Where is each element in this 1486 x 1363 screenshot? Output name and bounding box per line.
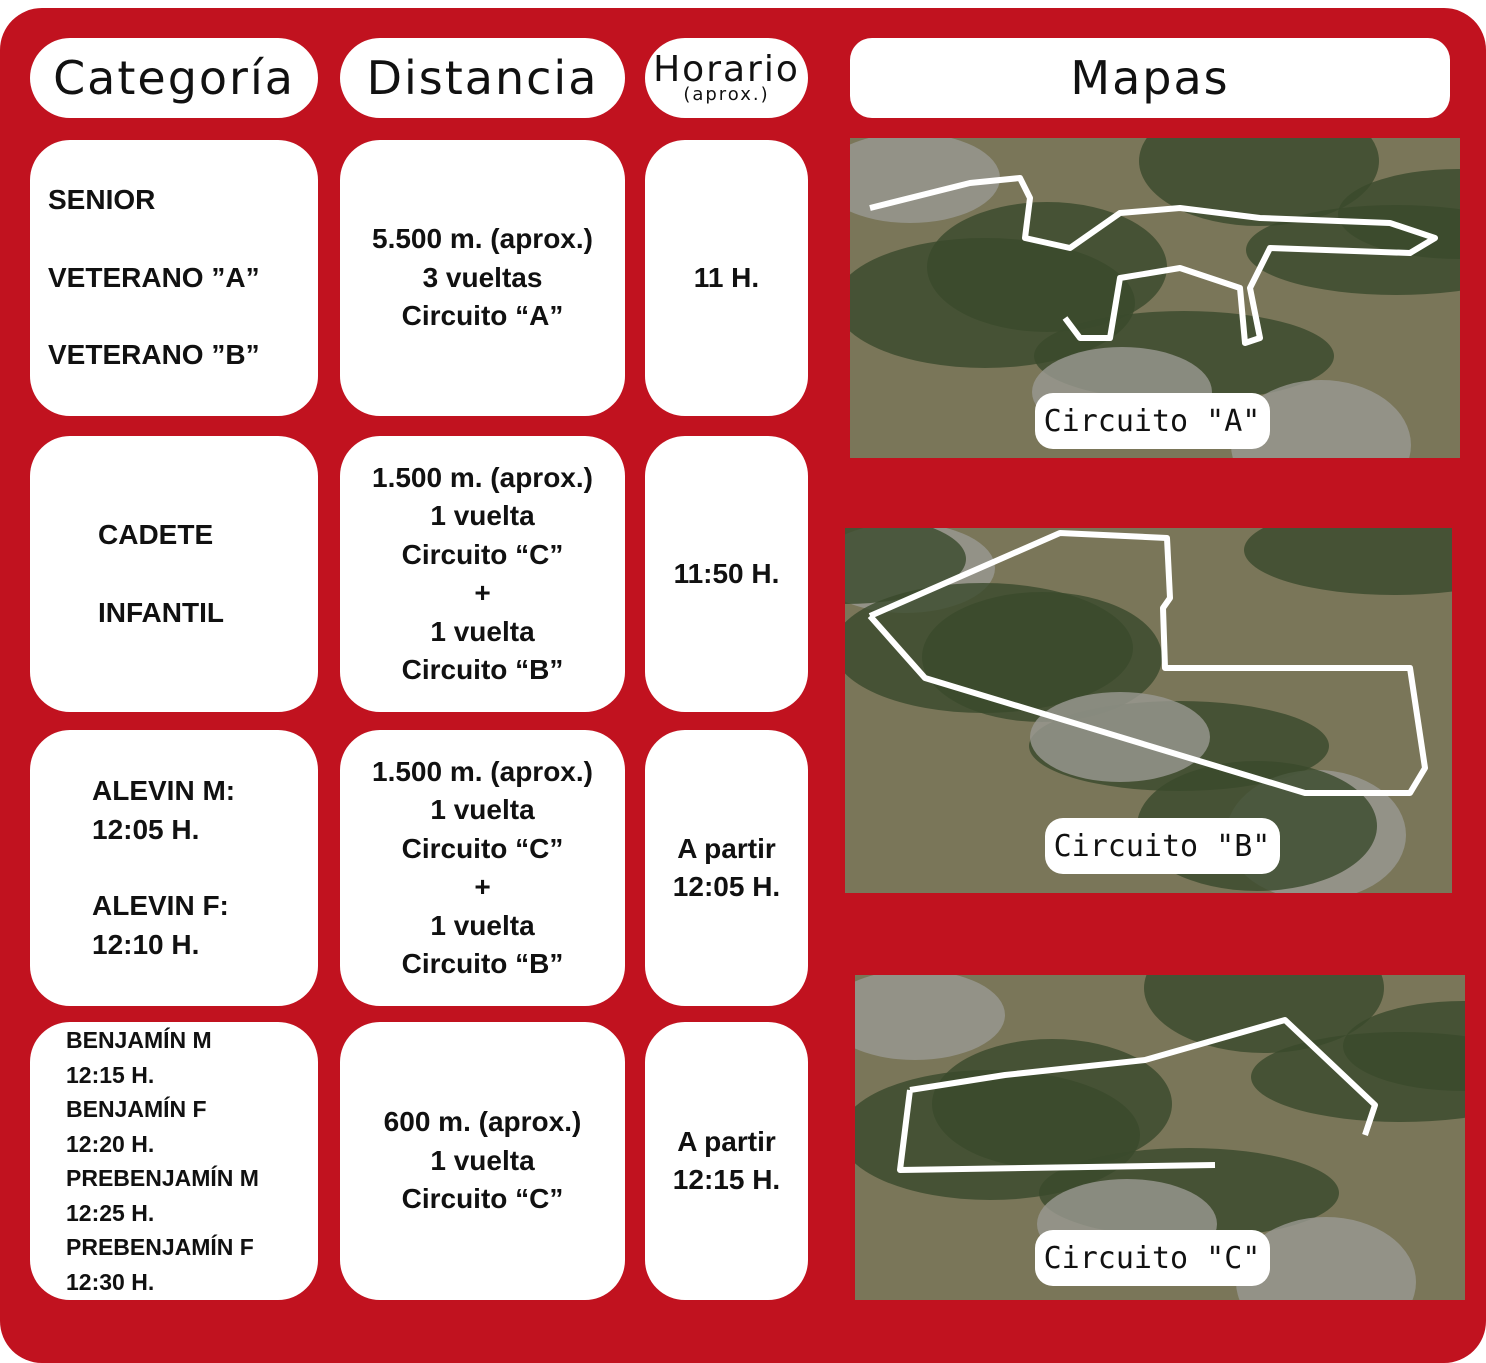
map: Circuito "C" [855,975,1465,1300]
map-label-box [1035,393,1270,449]
categoria-cell: SENIOR VETERANO ”A” VETERANO ”B” [30,140,318,416]
distancia-cell: 600 m. (aprox.) 1 vuelta Circuito “C” [340,1022,625,1300]
categoria-group: PREBENJAMÍN M 12:25 H. [66,1161,259,1230]
horario-cell: 11:50 H. [645,436,808,712]
map-trees [1144,975,1384,1053]
distancia-line: 5.500 m. (aprox.) [372,223,593,255]
header-categoria: Categoría [30,38,318,118]
categoria-line: PREBENJAMÍN F [66,1234,254,1260]
horario-cell: 11 H. [645,140,808,416]
distancia-line: Circuito “C” [401,1183,564,1215]
categoria-group: PREBENJAMÍN F 12:30 H. [66,1230,254,1299]
horario-line: A partir [677,1125,776,1157]
categoria-line: ALEVIN F: [92,890,229,921]
categoria-line: VETERANO ”A” [48,261,260,293]
horario-line: 12:15 H. [672,1164,781,1195]
header-text: Mapas [1070,51,1230,105]
categoria-line: 12:20 H. [66,1130,155,1157]
distancia-cell: 5.500 m. (aprox.) 3 vueltas Circuito “A” [340,140,625,416]
header-text: Horario [653,49,800,90]
map-label: Circuito "A" [1044,404,1261,439]
map-route [867,530,1428,796]
map-trees [1231,380,1411,458]
horario-line: 11 H. [693,261,760,293]
distancia-line: 1 vuelta [430,794,535,825]
categoria-line: 12:30 H. [66,1268,155,1295]
distancia-cell: 1.500 m. (aprox.) 1 vuelta Circuito “C” +1 … [340,436,625,712]
categoria-line: PREBENJAMÍN M [66,1165,259,1191]
horario-line: 11:50 H. [673,557,780,589]
distancia-line: 600 m. (aprox.) [383,1106,582,1138]
map-trees [1244,528,1452,595]
categoria-cell: ALEVIN M: 12:05 H. ALEVIN F: 12:10 H. [30,730,318,1006]
categoria-group: BENJAMÍN F 12:20 H. [66,1092,207,1161]
header-distancia: Distancia [340,38,625,118]
categoria-line: 12:25 H. [66,1199,155,1226]
map-trees [850,238,1135,368]
categoria-line: 12:10 H. [92,928,200,960]
categoria-line: ALEVIN M: [92,775,236,806]
distancia-line: Circuito “A” [401,300,564,332]
distancia-line: Circuito “B” [401,654,564,685]
categoria-group: VETERANO ”A” [48,259,260,298]
distancia-line: + [474,871,491,902]
map: Circuito "A" [850,138,1460,458]
map-trees [1236,1217,1416,1300]
categoria-cell: BENJAMÍN M 12:15 H. BENJAMÍN F 12:20 H. PREB… [30,1022,318,1300]
distancia-line: 1.500 m. (aprox.) [372,461,593,493]
horario-line: 12:05 H. [672,871,781,902]
categoria-group: ALEVIN M: 12:05 H. [92,772,235,849]
horario-line: A partir [677,832,776,864]
categoria-group: CADETE [98,516,213,555]
map-route [897,1017,1378,1173]
distancia-line: 1 vuelta [430,615,535,647]
map-label: Circuito "B" [1054,829,1271,864]
categoria-cell: CADETE INFANTIL [30,436,318,712]
map-label: Circuito "C" [1044,1241,1261,1276]
categoria-line: SENIOR [48,184,156,216]
header-text: Distancia [366,51,599,105]
categoria-group: INFANTIL [98,594,224,633]
horario-cell: A partir 12:15 H. [645,1022,808,1300]
distancia-line: Circuito “C” [401,832,564,864]
categoria-line: 12:05 H. [92,813,200,845]
distancia-cell: 1.500 m. (aprox.) 1 vuelta Circuito “C” +1 … [340,730,625,1006]
categoria-group: ALEVIN F: 12:10 H. [92,887,229,964]
horario-cell: A partir 12:05 H. [645,730,808,1006]
header-note: (aprox.) [683,84,770,105]
map: Circuito "B" [845,528,1452,893]
map-label-box [1045,818,1280,874]
distancia-line: Circuito “C” [401,538,564,570]
distancia-line: 1 vuelta [430,909,535,941]
categoria-line: CADETE [98,519,214,550]
map-trees [1139,138,1379,226]
distancia-line: 1 vuelta [430,1144,535,1176]
header-horario: Horario (aprox.) [645,38,808,118]
categoria-line: VETERANO ”B” [48,339,260,371]
categoria-group: VETERANO ”B” [48,336,260,375]
distancia-line: 3 vueltas [422,261,543,293]
distancia-line: 1 vuelta [430,500,535,531]
map-route [869,175,1438,346]
categoria-line: 12:15 H. [66,1061,155,1088]
map-trees [845,583,1133,713]
distancia-line: 1.500 m. (aprox.) [372,755,593,787]
header-text: Categoría [53,51,295,105]
panel: Categoría Distancia Horario (aprox.) Mapa… [0,8,1486,1363]
categoria-line: BENJAMÍN M [66,1027,212,1053]
map-trees [1251,1032,1465,1122]
distancia-line: + [474,577,491,608]
map-trees [855,975,1005,1060]
header-mapas: Mapas [850,38,1450,118]
categoria-group: SENIOR [48,181,155,220]
categoria-line: INFANTIL [98,596,224,628]
categoria-group: BENJAMÍN M 12:15 H. [66,1023,212,1092]
map-label-box [1035,1230,1270,1286]
categoria-line: BENJAMÍN F [66,1096,207,1122]
distancia-line: Circuito “B” [401,948,564,979]
